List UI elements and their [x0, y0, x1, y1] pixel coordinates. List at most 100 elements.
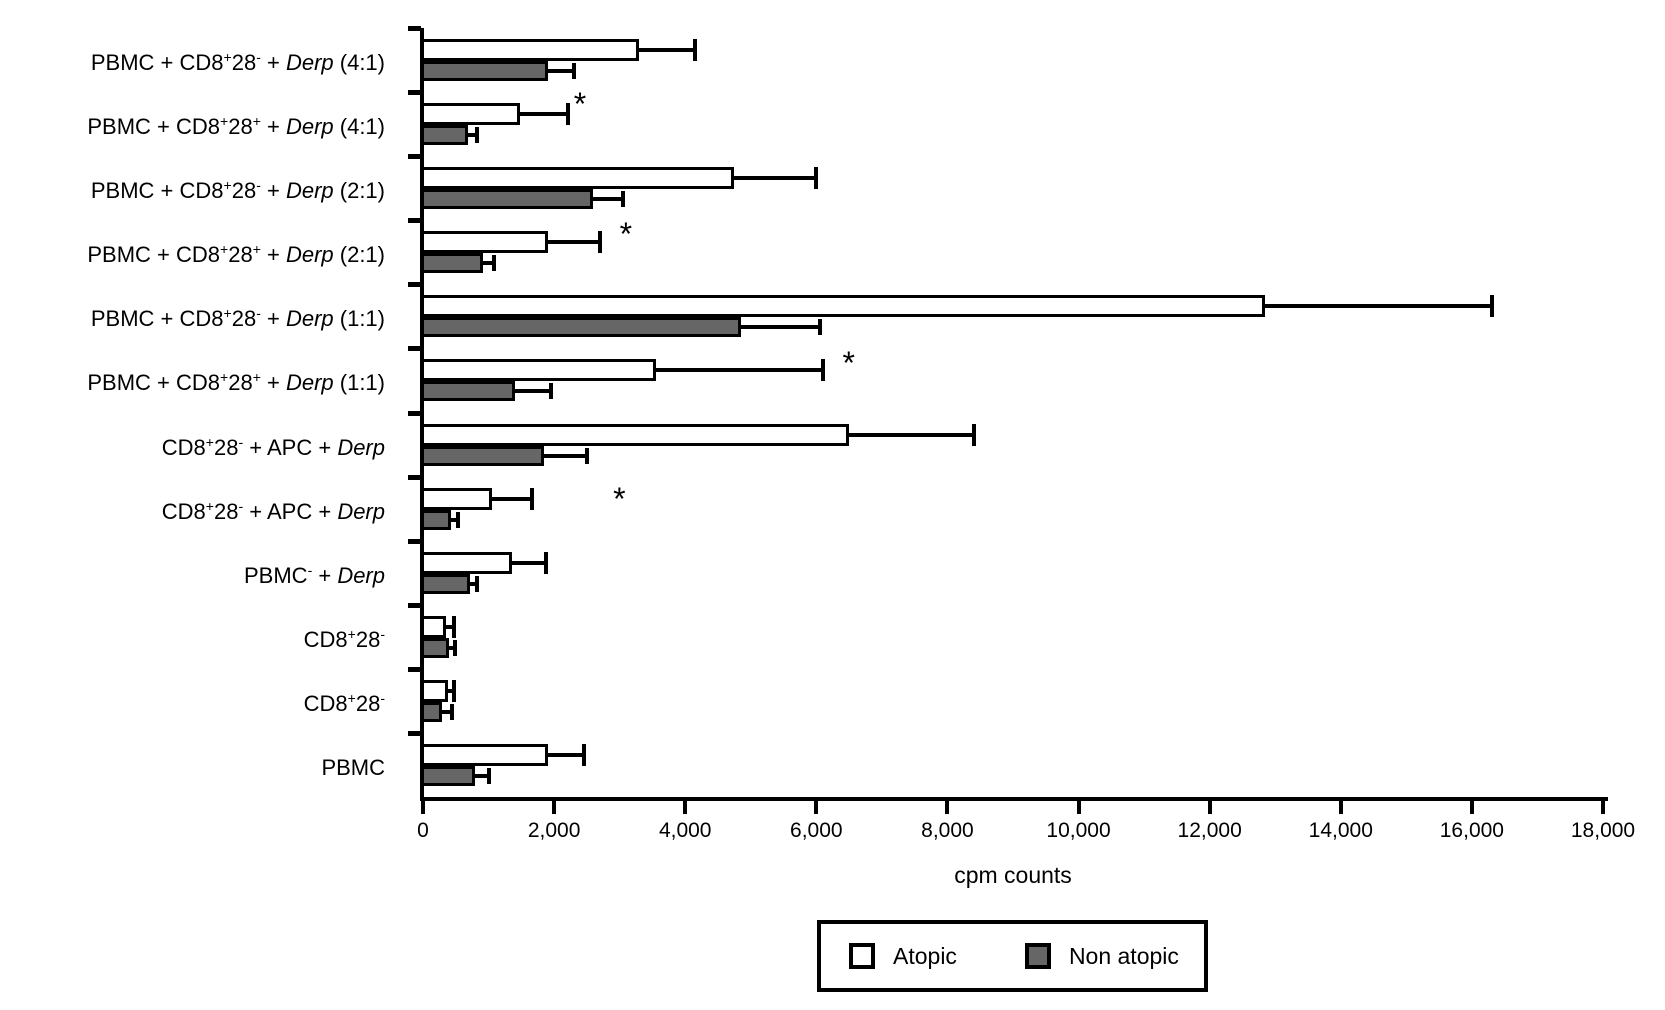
nonatopic-bar — [421, 253, 484, 274]
category-label: CD8+28- — [0, 626, 385, 656]
nonatopic-bar — [421, 701, 442, 722]
category-label-segment: + — [260, 178, 286, 204]
category-label: PBMC — [0, 754, 385, 782]
category-label-segment: + — [205, 433, 214, 450]
error-bar — [467, 133, 477, 138]
category-label-segment: - — [380, 689, 385, 706]
error-cap — [456, 511, 461, 528]
category-label-segment: (4:1) — [333, 50, 385, 75]
atopic-bar — [421, 231, 548, 254]
legend: Atopic Non atopic — [817, 920, 1208, 992]
category-label-segment: + — [220, 369, 229, 386]
category-label-segment: PBMC + CD8 — [87, 370, 221, 396]
category-label-segment: (2:1) — [333, 242, 385, 268]
nonatopic-bar — [421, 189, 594, 210]
category-label-segment: CD8 — [161, 434, 206, 460]
category-label-segment: 28 — [355, 690, 381, 716]
x-tick — [1469, 801, 1474, 814]
error-cap — [820, 359, 825, 382]
error-cap — [584, 447, 589, 464]
category-label-segment: - — [238, 433, 244, 450]
error-bar — [849, 432, 974, 437]
category-label: CD8+28- — [0, 690, 385, 720]
atopic-bar — [421, 551, 512, 574]
error-cap — [491, 255, 496, 272]
nonatopic-bar — [421, 445, 545, 466]
category-label-segment: PBMC + CD8 — [90, 50, 224, 75]
category-label-segment: PBMC — [244, 562, 308, 588]
error-bar — [450, 517, 459, 522]
category-label-segment: - — [256, 49, 261, 65]
error-bar — [734, 176, 817, 181]
x-tick — [1601, 801, 1605, 814]
error-bar — [442, 709, 452, 714]
nonatopic-bar — [421, 317, 741, 338]
error-bar — [448, 645, 456, 650]
nonatopic-bar — [421, 637, 449, 658]
error-bar — [740, 325, 820, 330]
atopic-bar — [421, 423, 850, 446]
category-label-segment: 28 — [228, 114, 253, 140]
x-tick-label: 12,000 — [1177, 819, 1242, 842]
error-cap — [1489, 295, 1494, 318]
x-tick — [1207, 801, 1212, 814]
significance-asterisk: * — [613, 480, 626, 517]
x-tick — [945, 801, 950, 814]
error-bar — [547, 240, 600, 245]
error-cap — [544, 551, 549, 574]
error-bar — [639, 48, 696, 52]
error-cap — [452, 615, 457, 638]
x-tick-label: 14,000 — [1308, 819, 1373, 842]
nonatopic-bar — [421, 765, 476, 786]
category-label-segment: + — [260, 50, 286, 75]
category-label: PBMC + CD8+28- + Derp (1:1) — [0, 305, 385, 335]
category-label-segment: 28 — [355, 626, 381, 652]
nonatopic-bar — [421, 509, 451, 530]
category-label-segment: - — [256, 305, 261, 322]
category-label: PBMC + CD8+28+ + Derp (1:1) — [0, 369, 385, 399]
category-label-segment: + APC + — [243, 434, 338, 460]
category-label-segment: + — [205, 497, 214, 514]
category-label: CD8+28- + APC + Derp — [0, 498, 385, 528]
error-bar — [491, 496, 532, 501]
error-cap — [693, 39, 698, 61]
y-tick — [408, 474, 421, 480]
error-cap — [817, 319, 822, 336]
category-label-segment: - — [238, 497, 244, 514]
significance-asterisk: * — [619, 216, 633, 253]
atopic-bar — [421, 487, 492, 510]
error-cap — [620, 191, 625, 208]
x-axis-label: cpm counts — [954, 862, 1072, 888]
category-label: CD8+28- + APC + Derp — [0, 434, 385, 464]
category-label-segment: + — [260, 114, 286, 140]
category-label-segment: 28 — [231, 50, 257, 75]
legend-label-non-atopic: Non atopic — [1068, 942, 1179, 969]
category-label-segment: PBMC + CD8 — [87, 114, 221, 140]
atopic-bar — [421, 743, 548, 766]
atopic-bar — [421, 679, 448, 702]
category-label-segment: (2:1) — [333, 178, 385, 204]
category-label-segment: Derp — [337, 562, 385, 588]
x-tick-label: 0 — [417, 819, 429, 842]
y-tick — [408, 538, 421, 544]
error-cap — [548, 383, 553, 400]
category-label-segment: CD8 — [303, 690, 348, 716]
atopic-bar — [421, 615, 446, 638]
error-bar — [1265, 304, 1492, 309]
category-label-segment: Derp — [285, 306, 334, 332]
category-label-segment: PBMC + CD8 — [90, 306, 224, 332]
category-label-segment: + — [260, 306, 286, 332]
error-bar — [547, 69, 574, 73]
x-tick-label: 10,000 — [1046, 819, 1111, 842]
nonatopic-bar — [421, 125, 468, 146]
error-cap — [475, 575, 480, 592]
atopic-bar — [421, 103, 521, 126]
legend-label-atopic: Atopic — [893, 942, 957, 969]
category-label-segment: Derp — [285, 50, 334, 75]
category-label-segment: + — [223, 305, 232, 322]
error-cap — [529, 487, 534, 510]
category-label-segment: + — [252, 369, 261, 386]
significance-asterisk: * — [573, 86, 587, 123]
category-label-segment: CD8 — [161, 498, 206, 524]
